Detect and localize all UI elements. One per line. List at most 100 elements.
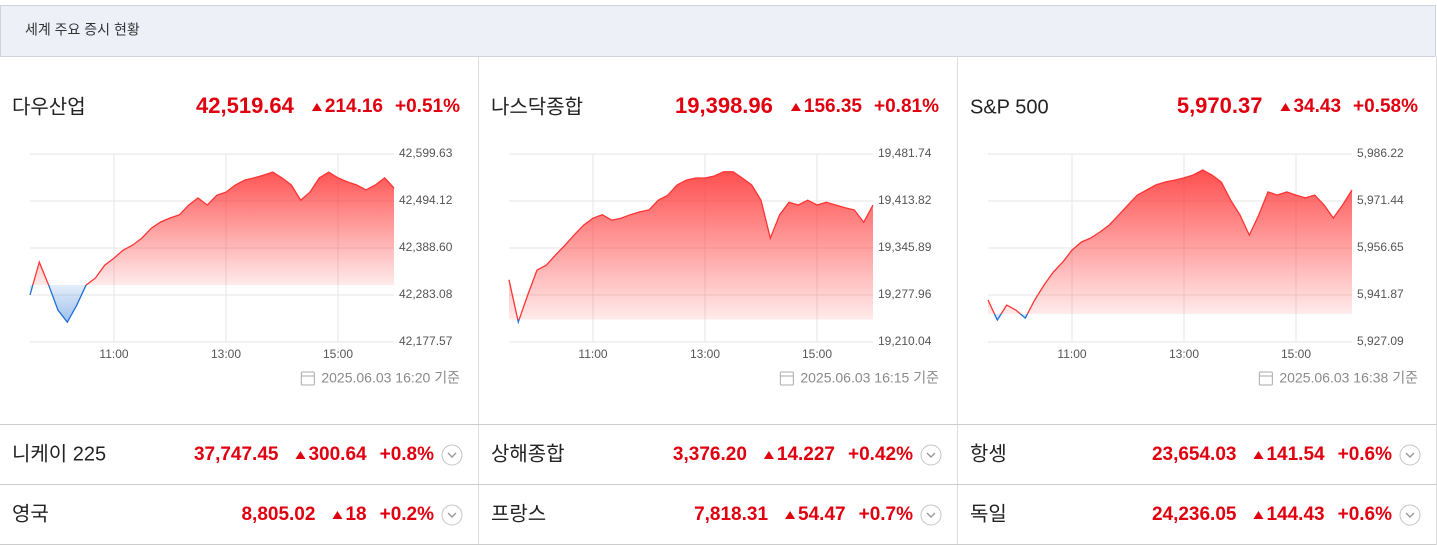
expand-chevron bbox=[447, 512, 457, 518]
y-tick-label: 5,986.22 bbox=[1357, 146, 1404, 160]
price-line bbox=[29, 171, 395, 324]
header-title: 세계 주요 증시 현황 bbox=[25, 22, 140, 38]
price: 24,236.05 bbox=[1152, 504, 1237, 525]
change-pct: +0.58% bbox=[1353, 96, 1418, 117]
timestamp: 2025.06.03 16:38 기준 bbox=[1279, 370, 1418, 386]
change-pct: +0.42% bbox=[848, 444, 913, 465]
price: 42,519.64 bbox=[196, 93, 295, 118]
price: 3,376.20 bbox=[673, 444, 747, 465]
y-tick-label: 5,971.44 bbox=[1357, 193, 1404, 207]
price: 8,805.02 bbox=[241, 504, 315, 525]
expand-chevron bbox=[447, 452, 457, 458]
area-fill bbox=[30, 172, 394, 323]
price: 7,818.31 bbox=[694, 504, 768, 525]
calendar-icon bbox=[300, 371, 315, 386]
price: 5,970.37 bbox=[1177, 93, 1263, 118]
up-triangle bbox=[295, 451, 306, 459]
index-row: 영국 +0.2% 18 8,805.02 bbox=[12, 502, 463, 526]
price-line bbox=[987, 169, 1353, 322]
index-row: 니케이 225 +0.8% 300.64 37,747.45 bbox=[12, 442, 463, 466]
x-tick-label: 13:00 bbox=[1169, 347, 1199, 361]
index-name: 니케이 225 bbox=[12, 442, 106, 465]
up-triangle bbox=[1280, 103, 1291, 111]
y-tick-label: 42,599.63 bbox=[399, 146, 453, 160]
change: 141.54 bbox=[1266, 444, 1325, 465]
y-tick-label: 5,956.65 bbox=[1357, 240, 1404, 254]
index-name: 다우산업 bbox=[12, 95, 86, 118]
expand-button[interactable] bbox=[920, 504, 942, 526]
index-name: S&P 500 bbox=[970, 96, 1049, 118]
y-tick-label: 42,388.60 bbox=[399, 240, 453, 254]
y-tick-label: 19,413.82 bbox=[878, 193, 932, 207]
change: 18 bbox=[345, 504, 366, 525]
change-pct: +0.51% bbox=[395, 96, 460, 117]
calendar-icon bbox=[1258, 371, 1273, 386]
change: 300.64 bbox=[308, 444, 367, 465]
index-panel: 다우산업 +0.51% 214.16 42,519.64 42,177.57 42,283… bbox=[12, 93, 460, 386]
change-pct: +0.81% bbox=[874, 96, 939, 117]
change: 34.43 bbox=[1293, 96, 1341, 117]
index-name: 영국 bbox=[12, 502, 49, 525]
index-panel: S&P 500 +0.58% 34.43 5,970.37 5,927.09 5,941.… bbox=[970, 93, 1418, 386]
area-fill bbox=[988, 170, 1352, 320]
timestamp: 2025.06.03 16:15 기준 bbox=[800, 370, 939, 386]
y-tick-label: 19,481.74 bbox=[878, 146, 932, 160]
up-triangle bbox=[311, 103, 322, 111]
up-triangle bbox=[785, 511, 796, 519]
change: 14.227 bbox=[777, 444, 835, 465]
index-row: 프랑스 +0.7% 54.47 7,818.31 bbox=[491, 502, 942, 526]
change: 144.43 bbox=[1266, 504, 1324, 525]
y-tick-label: 42,494.12 bbox=[399, 193, 453, 207]
x-tick-label: 15:00 bbox=[323, 347, 353, 361]
price: 19,398.96 bbox=[675, 93, 773, 118]
y-tick-label: 19,210.04 bbox=[878, 334, 932, 348]
change: 156.35 bbox=[804, 96, 863, 117]
y-tick-label: 19,277.96 bbox=[878, 287, 932, 301]
index-name: 나스닥종합 bbox=[491, 95, 583, 118]
index-name: 항셍 bbox=[970, 442, 1007, 465]
expand-chevron bbox=[926, 452, 936, 458]
expand-button[interactable] bbox=[1399, 504, 1421, 526]
index-row: 항셍 +0.6% 141.54 23,654.03 bbox=[970, 442, 1421, 466]
index-row: 상해종합 +0.42% 14.227 3,376.20 bbox=[491, 442, 942, 466]
x-tick-label: 11:00 bbox=[578, 347, 607, 361]
price: 37,747.45 bbox=[194, 444, 279, 465]
index-name: 프랑스 bbox=[491, 502, 546, 525]
expand-chevron bbox=[1405, 512, 1415, 518]
index-name: 상해종합 bbox=[491, 442, 565, 465]
y-tick-label: 5,941.87 bbox=[1357, 287, 1404, 301]
up-triangle bbox=[1253, 511, 1264, 519]
expand-button[interactable] bbox=[441, 444, 463, 466]
index-panel: 나스닥종합 +0.81% 156.35 19,398.96 19,210.04 19,27… bbox=[491, 93, 939, 386]
change: 54.47 bbox=[798, 504, 846, 525]
x-tick-label: 11:00 bbox=[99, 347, 128, 361]
x-tick-label: 13:00 bbox=[211, 347, 241, 361]
change-pct: +0.6% bbox=[1338, 444, 1393, 465]
expand-chevron bbox=[926, 512, 936, 518]
up-triangle bbox=[1253, 451, 1264, 459]
expand-button[interactable] bbox=[441, 504, 463, 526]
calendar-icon bbox=[779, 371, 794, 386]
up-triangle bbox=[790, 103, 801, 111]
expand-button[interactable] bbox=[920, 444, 942, 466]
up-triangle bbox=[763, 451, 774, 459]
change-pct: +0.7% bbox=[859, 504, 914, 525]
change-pct: +0.2% bbox=[380, 504, 435, 525]
area-fill bbox=[509, 171, 873, 322]
x-tick-label: 11:00 bbox=[1057, 347, 1086, 361]
up-triangle bbox=[332, 511, 343, 519]
x-tick-label: 15:00 bbox=[1281, 347, 1311, 361]
x-tick-label: 15:00 bbox=[802, 347, 832, 361]
timestamp: 2025.06.03 16:20 기준 bbox=[321, 370, 460, 386]
index-name: 독일 bbox=[970, 502, 1007, 525]
expand-button[interactable] bbox=[1399, 444, 1421, 466]
y-tick-label: 5,927.09 bbox=[1357, 334, 1404, 348]
x-tick-label: 13:00 bbox=[690, 347, 720, 361]
y-tick-label: 19,345.89 bbox=[878, 240, 932, 254]
price: 23,654.03 bbox=[1152, 444, 1237, 465]
change-pct: +0.6% bbox=[1338, 504, 1393, 525]
price-line bbox=[508, 171, 874, 325]
index-row: 독일 +0.6% 144.43 24,236.05 bbox=[970, 502, 1421, 526]
change-pct: +0.8% bbox=[380, 444, 435, 465]
